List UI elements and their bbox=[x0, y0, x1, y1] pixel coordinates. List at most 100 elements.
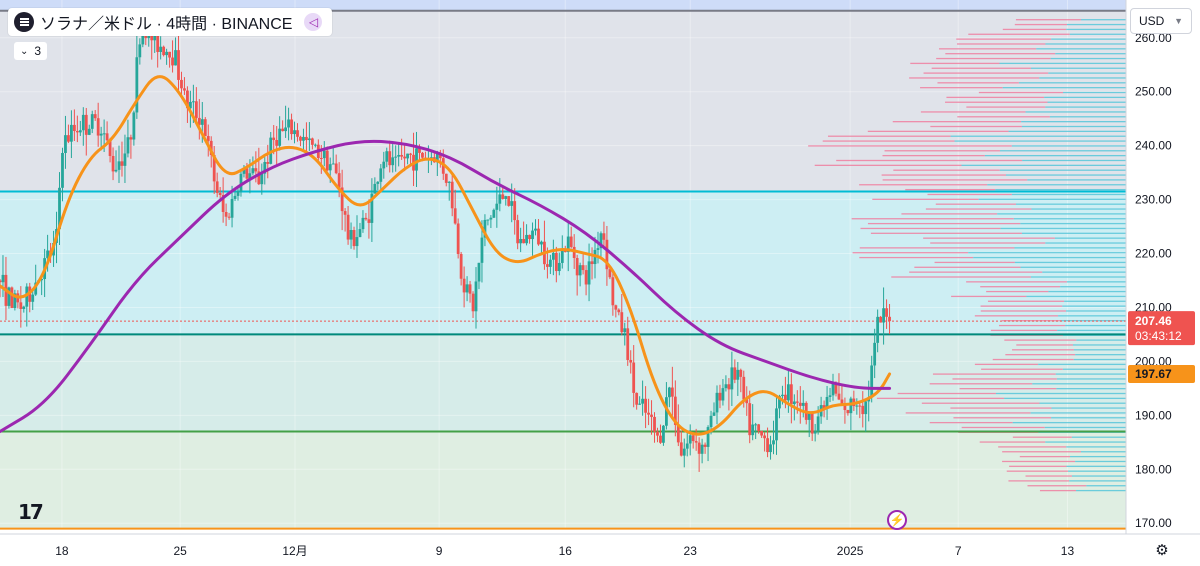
time-tick-label: 2025 bbox=[837, 544, 864, 558]
level-zones bbox=[0, 0, 1126, 529]
candle-body bbox=[245, 168, 249, 179]
candle-body bbox=[638, 403, 642, 405]
indicators-toggle[interactable]: ⌄ 3 bbox=[14, 42, 48, 60]
profile-bar-sell bbox=[905, 188, 996, 191]
candle-body bbox=[888, 316, 891, 322]
candle-body bbox=[84, 114, 88, 135]
profile-bar-buy bbox=[1021, 232, 1126, 234]
flash-icon[interactable]: ⚡ bbox=[887, 510, 907, 530]
candle-body bbox=[138, 44, 142, 58]
last-price-tag bbox=[1128, 311, 1195, 346]
candle-body bbox=[72, 124, 76, 132]
candle-body bbox=[349, 230, 353, 240]
profile-bar-sell bbox=[986, 290, 1049, 293]
share-icon[interactable]: ◁ bbox=[304, 13, 323, 31]
candle-body bbox=[361, 217, 365, 230]
profile-bar-buy bbox=[1064, 300, 1126, 302]
candle-body bbox=[263, 161, 267, 174]
candle-body bbox=[605, 239, 609, 270]
profile-bar-buy bbox=[1048, 72, 1126, 74]
price-tick-label: 240.00 bbox=[1135, 139, 1172, 153]
profile-bar-sell bbox=[930, 125, 1022, 128]
candle-body bbox=[659, 435, 662, 443]
profile-bar-sell bbox=[979, 441, 1046, 443]
profile-bar-buy bbox=[1011, 145, 1126, 147]
profile-bar-sell bbox=[876, 397, 1005, 400]
candle-body bbox=[685, 443, 689, 449]
profile-bar-buy bbox=[1014, 247, 1126, 249]
candle-body bbox=[293, 130, 296, 135]
profile-bar-sell bbox=[945, 53, 1056, 55]
candle-body bbox=[120, 161, 124, 166]
candle-body bbox=[394, 156, 398, 158]
candle-body bbox=[296, 130, 299, 137]
candle-body bbox=[212, 154, 216, 182]
grid bbox=[0, 37, 1126, 524]
profile-bar-sell bbox=[1001, 320, 1062, 322]
time-axis-bg bbox=[0, 534, 1200, 566]
candle-body bbox=[447, 181, 451, 183]
time-axis[interactable]: 18 25 12月 9 16 23 2025 7 13 bbox=[0, 533, 1200, 566]
profile-bar-buy bbox=[1073, 344, 1126, 346]
candle-body bbox=[775, 408, 778, 441]
candle-body bbox=[560, 248, 564, 263]
profile-bar-buy bbox=[1015, 203, 1126, 205]
candle-body bbox=[465, 284, 469, 293]
profile-bar-buy bbox=[1011, 193, 1126, 196]
candle-body bbox=[546, 264, 549, 267]
candle-body bbox=[471, 293, 475, 312]
candle-body bbox=[751, 424, 755, 436]
candle-body bbox=[825, 396, 829, 409]
candle-body bbox=[328, 164, 332, 171]
candle-body bbox=[855, 405, 859, 407]
profile-bar-buy bbox=[1022, 159, 1126, 162]
candle-body bbox=[474, 281, 478, 312]
profile-bar-sell bbox=[929, 421, 1013, 424]
profile-bar-buy bbox=[1060, 286, 1126, 288]
candle-body bbox=[864, 401, 868, 415]
profile-bar-sell bbox=[1005, 354, 1076, 356]
profile-bar-buy bbox=[1005, 174, 1126, 176]
candle-body bbox=[584, 270, 588, 285]
profile-bar-sell bbox=[961, 426, 1045, 429]
candle-body bbox=[792, 401, 796, 405]
price-tick-label: 220.00 bbox=[1135, 247, 1172, 261]
profile-bar-buy bbox=[1018, 82, 1126, 84]
candle-body bbox=[513, 201, 517, 221]
candle-body bbox=[706, 427, 710, 447]
profile-bar-sell bbox=[978, 91, 1064, 94]
candle-body bbox=[305, 136, 308, 141]
candle-body bbox=[540, 241, 543, 245]
profile-bar-buy bbox=[1074, 349, 1126, 351]
price-axis[interactable]: 170.00 180.00 190.00 200.00 210.00 220.00 230.… bbox=[1125, 0, 1200, 566]
candle-body bbox=[816, 416, 820, 432]
candle-body bbox=[409, 153, 412, 155]
currency-select[interactable]: USD ▼ bbox=[1130, 8, 1192, 34]
symbol-header[interactable]: ソラナ／米ドル · 4時間 · BINANCE ◁ bbox=[8, 8, 333, 36]
profile-bar-sell bbox=[923, 237, 1055, 239]
candle-body bbox=[843, 404, 847, 411]
candle-body bbox=[281, 128, 285, 132]
profile-bar-buy bbox=[995, 392, 1126, 395]
candle-body bbox=[676, 424, 680, 443]
profile-bar-sell bbox=[968, 33, 1070, 35]
profile-bar-buy bbox=[1025, 111, 1126, 113]
candle-body bbox=[810, 411, 814, 434]
candle-body bbox=[876, 316, 880, 343]
candle-body bbox=[403, 156, 407, 159]
candle-body bbox=[554, 252, 558, 272]
candle-body bbox=[477, 262, 481, 282]
candle-body bbox=[468, 284, 472, 294]
candle-body bbox=[397, 154, 401, 157]
candle-body bbox=[81, 114, 85, 131]
settings-icon[interactable]: ⚙ bbox=[1155, 542, 1169, 559]
candle-body bbox=[709, 415, 713, 428]
candle-body bbox=[236, 191, 240, 196]
candle-body bbox=[10, 287, 14, 308]
profile-bar-buy bbox=[1063, 91, 1126, 94]
candle-body bbox=[90, 114, 94, 129]
candle-body bbox=[757, 424, 761, 431]
profile-bar-buy bbox=[1062, 305, 1126, 307]
